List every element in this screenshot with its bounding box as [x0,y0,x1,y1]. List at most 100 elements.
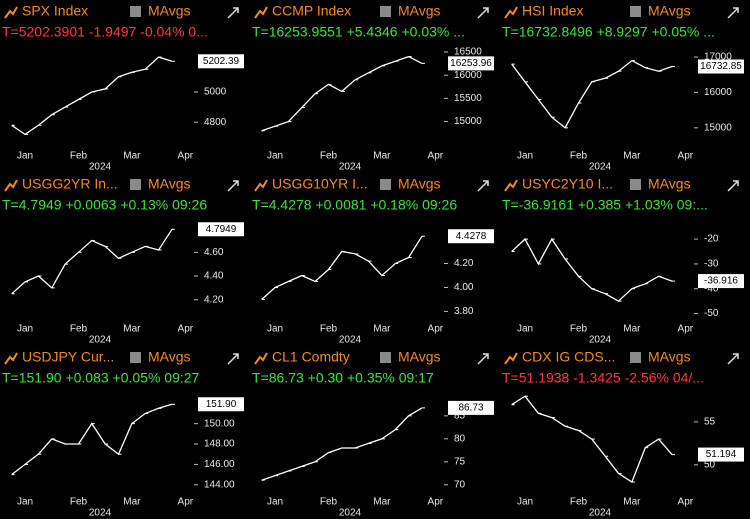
chart-icon [4,352,18,365]
y-tick-label: 5000 [204,87,227,98]
y-tick-label: 15000 [454,116,482,127]
chart-panel: SPX Index MAvgs T=5202.3901 -1.9497 -0.04%… [2,3,244,173]
y-tick-label: 144.00 [204,479,235,490]
chart-title: USDJPY Cur... [22,349,114,365]
chart-panel: CL1 Comdty MAvgs T=86.73 +0.30 +0.35% 09:1… [252,349,494,519]
x-axis-label: 2024 [339,335,362,346]
last-price-label: 86.73 [458,403,483,414]
x-axis-label: 2024 [589,508,612,519]
x-axis-label: 2024 [89,335,112,346]
x-axis-label: 2024 [589,335,612,346]
toggle-box [630,179,641,190]
last-price-label: 16732.85 [700,61,742,72]
toggle-box [630,6,641,17]
expand-icon [477,7,489,19]
x-axis-label: 2024 [89,162,112,173]
quote-line: T=151.90 +0.083 +0.05% 09:27 [2,370,200,386]
x-tick-label: Mar [623,324,641,335]
x-tick-label: Apr [678,151,694,162]
y-tick-label: 55 [704,417,716,428]
quote-line: T=5202.3901 -1.9497 -0.04% 0... [2,24,208,40]
y-tick-label: -50 [704,308,719,319]
chart-title: HSI Index [522,3,583,19]
expand-icon [227,353,239,365]
toggle-box [130,352,141,363]
toggle-label: MAvgs [148,349,191,365]
y-tick-label: 146.00 [204,459,235,470]
chart-panel: USYC2Y10 I... MAvgs T=-36.9161 +0.385 +1.0… [502,176,744,346]
chart-icon [504,179,518,192]
chart-panel: CDX IG CDS... MAvgs T=51.1938 -1.3425 -2.5… [502,349,744,519]
last-price-flag [198,54,244,69]
toggle-box [380,352,391,363]
y-tick-label: 16000 [704,87,732,98]
x-tick-label: Feb [320,151,338,162]
last-price-label: 16253.96 [450,58,492,69]
toggle-box [130,6,141,17]
y-tick-label: 85 [454,410,466,421]
last-price-label: 5202.39 [203,56,240,67]
chart-title: CL1 Comdty [272,349,350,365]
x-tick-label: Jan [17,324,33,335]
expand-icon [727,180,739,192]
chart-title: USGG10YR I... [272,176,368,192]
x-tick-label: Feb [570,151,588,162]
x-tick-label: Apr [178,151,194,162]
chart-panel: CCMP Index MAvgs T=16253.9551 +5.4346 +0.0… [252,3,494,173]
y-tick-label: 17000 [704,52,732,63]
toggle-box [380,179,391,190]
chart-panel: USGG10YR I... MAvgs T=4.4278 +0.0081 +0.18… [252,176,494,346]
y-tick-label: 3.80 [454,306,474,317]
chart-title: CDX IG CDS... [522,349,615,365]
expand-icon [227,7,239,19]
expand-icon [727,353,739,365]
toggle-label: MAvgs [398,349,441,365]
toggle-label: MAvgs [648,3,691,19]
y-tick-label: 4.00 [454,282,474,293]
x-tick-label: Jan [17,497,33,508]
x-tick-label: Jan [267,151,283,162]
chart-panel: USGG2YR In... MAvgs T=4.7949 +0.0063 +0.13… [2,176,244,346]
x-tick-label: Feb [320,324,338,335]
x-tick-label: Jan [17,151,33,162]
chart-title: USYC2Y10 I... [522,176,613,192]
quote-line: T=16732.8496 +8.9297 +0.05% ... [502,24,715,40]
x-axis-label: 2024 [89,508,112,519]
x-tick-label: Mar [123,324,141,335]
quote-line: T=4.7949 +0.0063 +0.13% 09:26 [2,197,207,213]
last-price-flag [448,56,494,71]
x-tick-label: Jan [517,324,533,335]
y-tick-label: 16000 [454,70,482,81]
last-price-flag [198,397,244,412]
last-price-flag [698,447,744,462]
y-tick-label: 4.40 [204,271,224,282]
y-tick-label: 148.00 [204,439,235,450]
y-tick-label: 4.20 [454,258,474,269]
quote-line: T=86.73 +0.30 +0.35% 09:17 [252,370,434,386]
chart-icon [504,6,518,19]
toggle-label: MAvgs [648,349,691,365]
chart-icon [4,6,18,19]
x-tick-label: Apr [428,497,444,508]
y-tick-label: 15000 [704,122,732,133]
y-tick-label: -30 [704,259,719,270]
last-price-flag [698,274,744,289]
expand-icon [227,180,239,192]
x-axis-label: 2024 [339,162,362,173]
quote-line: T=-36.9161 +0.385 +1.03% 09:... [502,197,708,213]
x-tick-label: Feb [570,497,588,508]
chart-panel: USDJPY Cur... MAvgs T=151.90 +0.083 +0.05%… [2,349,244,519]
x-tick-label: Apr [178,497,194,508]
y-tick-label: 4800 [204,117,227,128]
expand-icon [727,7,739,19]
y-tick-label: -20 [704,234,719,245]
last-price-label: 151.90 [206,399,237,410]
x-tick-label: Apr [678,497,694,508]
x-tick-label: Apr [428,324,444,335]
x-tick-label: Jan [267,324,283,335]
quote-line: T=51.1938 -1.3425 -2.56% 04/... [502,370,704,386]
y-tick-label: 80 [454,433,466,444]
x-tick-label: Mar [373,151,391,162]
